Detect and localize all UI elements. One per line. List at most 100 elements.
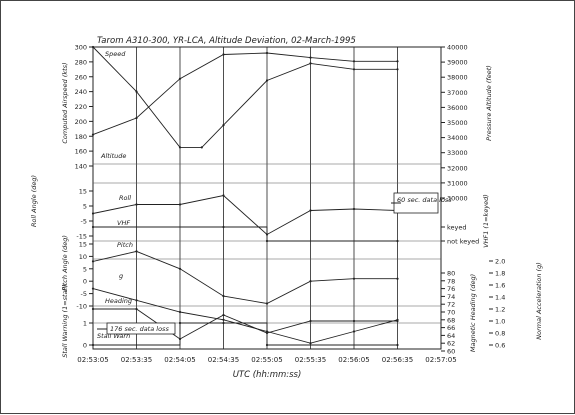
annotation-60s: 60 sec. data loss: [391, 192, 452, 214]
annotation-text: 176 sec. data loss: [110, 325, 169, 333]
left-tick-label: 300: [75, 44, 87, 52]
left-tick-label: 15: [79, 241, 87, 249]
left-tick-label: 180: [75, 133, 87, 141]
left-tick-label: 0: [83, 278, 87, 286]
series-point: [91, 307, 95, 311]
series-point: [309, 56, 312, 59]
x-tick-label: 02:54:35: [208, 356, 239, 364]
series-point: [178, 267, 182, 270]
series-point: [396, 60, 399, 63]
right-tick-label: 32000: [447, 164, 468, 172]
annotation-176s: 176 sec. data loss: [97, 322, 176, 335]
series-point: [91, 212, 95, 215]
right-tick-label: 80: [447, 270, 455, 278]
series-point: [352, 319, 356, 323]
left-axis-label: Computed Airspeed (kts): [61, 62, 69, 143]
left-tick-label: 140: [75, 163, 87, 171]
series-point: [309, 319, 312, 323]
series-point: [352, 60, 356, 63]
series-point: [222, 194, 225, 197]
series-point: [396, 343, 399, 347]
series-line-pitch: [92, 250, 398, 304]
right-tick-label: 2.0: [495, 258, 505, 266]
left-tick-label: 5: [83, 203, 87, 211]
left-tick-label: 10: [79, 253, 87, 261]
series-point: [352, 330, 356, 333]
series-label: VHF: [117, 219, 130, 227]
series-point: [352, 68, 356, 71]
right-tick-label: 1.4: [495, 294, 505, 302]
series-point: [91, 260, 95, 263]
chart-title: Tarom A310-300, YR-LCA, Altitude Deviati…: [97, 36, 356, 46]
right-tick-label: 35000: [447, 119, 468, 127]
series-point: [135, 116, 138, 120]
series-point: [222, 313, 225, 317]
left-tick-label: -5: [81, 290, 87, 298]
right-tick-label: 1.6: [495, 282, 505, 290]
series-point: [178, 321, 182, 325]
series-point: [396, 68, 399, 71]
x-axis-label: UTC (hh:mm:ss): [233, 370, 302, 380]
series-label: Stall Warn: [97, 332, 130, 340]
series-line-roll: [92, 195, 398, 236]
right-tick-label: 1.2: [495, 306, 505, 314]
series-point: [222, 225, 225, 229]
right-axis-label: Pressure Altitude (feet): [485, 65, 493, 141]
left-tick-label: 1: [83, 320, 87, 328]
x-tick-label: 02:56:05: [338, 356, 369, 364]
left-tick-label: 220: [75, 103, 87, 111]
right-tick-label: 30000: [447, 195, 468, 203]
right-tick-label: 0.6: [495, 342, 505, 350]
annotation-text: 60 sec. data loss: [397, 196, 452, 204]
right-axis-label: Magnetic Heading (deg): [469, 274, 477, 352]
right-tick-label: 38000: [447, 74, 468, 82]
series-point: [309, 209, 312, 212]
series-point: [309, 342, 312, 345]
series-label: Speed: [105, 50, 126, 58]
right-tick-label: 0.8: [495, 330, 505, 338]
right-tick-label: 62: [447, 340, 455, 348]
series-point: [265, 51, 269, 55]
series-point: [309, 62, 312, 65]
right-tick-label: 36000: [447, 104, 468, 112]
right-tick-label: 40000: [447, 44, 468, 52]
series-point: [222, 318, 225, 321]
series-point: [91, 133, 95, 136]
series-point: [265, 343, 269, 347]
right-tick-label: 78: [447, 277, 455, 285]
right-tick-label: 31000: [447, 179, 468, 187]
series-line-g: [93, 308, 398, 340]
series-point: [352, 207, 356, 211]
series-point: [309, 280, 312, 283]
left-axis-label: Pitch Angle (deg): [61, 235, 69, 291]
series-point: [178, 146, 182, 149]
series-point: [265, 79, 269, 82]
right-tick-label: 74: [447, 293, 455, 301]
series-point: [396, 318, 399, 321]
x-tick-label: 02:55:35: [295, 356, 326, 364]
series-point: [222, 295, 225, 298]
series-line-vhf: [93, 226, 398, 242]
right-axis-label: VHF1 (1=keyed): [482, 194, 490, 248]
right-tick-label: 66: [447, 324, 455, 332]
right-tick-label: 37000: [447, 89, 468, 97]
right-tick-label: 76: [447, 285, 455, 293]
right-tick-label: not keyed: [447, 238, 479, 246]
series-point: [265, 239, 269, 243]
left-tick-label: 5: [83, 265, 87, 273]
right-tick-label: 60: [447, 348, 455, 356]
left-tick-label: -15: [76, 233, 87, 241]
right-tick-label: 34000: [447, 134, 468, 142]
x-tick-label: 02:56:35: [382, 356, 413, 364]
left-tick-label: 15: [79, 188, 87, 196]
right-tick-label: 70: [447, 309, 455, 317]
series-point: [352, 277, 356, 280]
series-point: [265, 302, 269, 305]
x-tick-label: 02:53:35: [121, 356, 152, 364]
x-tick-label: 02:54:05: [164, 356, 195, 364]
series-point: [222, 124, 225, 127]
series-label: Roll: [119, 194, 131, 202]
series-point: [135, 307, 138, 311]
